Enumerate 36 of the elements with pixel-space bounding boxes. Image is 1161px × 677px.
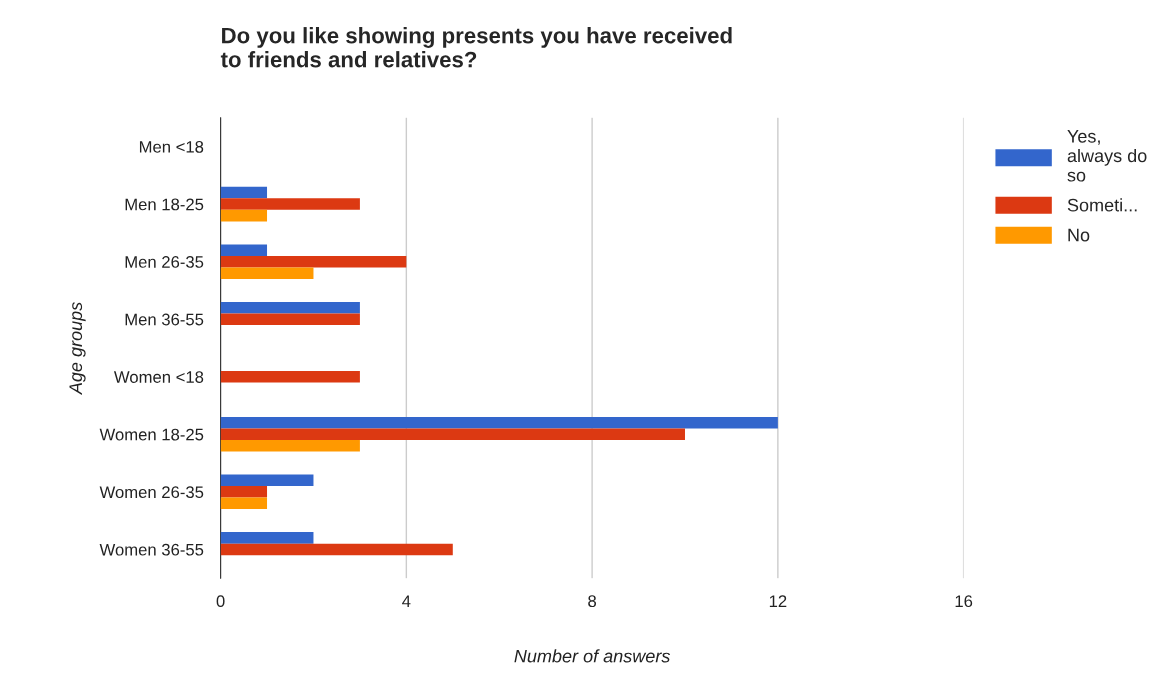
y-tick-label: Men <18 [139, 140, 204, 153]
bar [220, 474, 314, 487]
bar [220, 532, 314, 544]
legend-label: No [1068, 228, 1090, 242]
bar [220, 301, 360, 314]
legend-label: Someti... [1067, 198, 1137, 212]
y-tick-label: Men 26-35 [125, 256, 204, 268]
bar [220, 267, 314, 279]
bar [220, 198, 360, 210]
x-tick-label: 8 [588, 595, 597, 608]
y-tick-label: Men 36-55 [125, 313, 204, 326]
y-tick-label: Women <18 [113, 371, 204, 383]
bar [220, 371, 360, 383]
chart-title: Do you like showing presents you have received to friends and relatives? [220, 27, 732, 68]
x-tick-label: 0 [216, 595, 225, 608]
bar [220, 428, 685, 441]
y-tick-label: Women 26-35 [99, 486, 204, 499]
bar [220, 255, 407, 268]
x-tick-label: 16 [955, 595, 973, 608]
bar [220, 209, 268, 222]
bar [220, 313, 360, 325]
legend-label: Yes, always do so [1067, 130, 1147, 182]
bar [220, 186, 268, 199]
y-axis-title: Age groups [69, 302, 86, 396]
bar [220, 440, 360, 452]
bar [220, 486, 268, 498]
bar [220, 497, 268, 510]
bar [220, 543, 453, 556]
y-tick-label: Men 18-25 [125, 198, 204, 211]
bar [220, 244, 268, 256]
y-tick-label: Women 36-55 [99, 543, 204, 556]
x-axis-title: Number of answers [514, 649, 671, 663]
y-tick-label: Women 18-25 [99, 428, 204, 441]
x-tick-label: 12 [769, 595, 787, 607]
bar [220, 417, 778, 429]
x-tick-label: 4 [402, 595, 411, 607]
